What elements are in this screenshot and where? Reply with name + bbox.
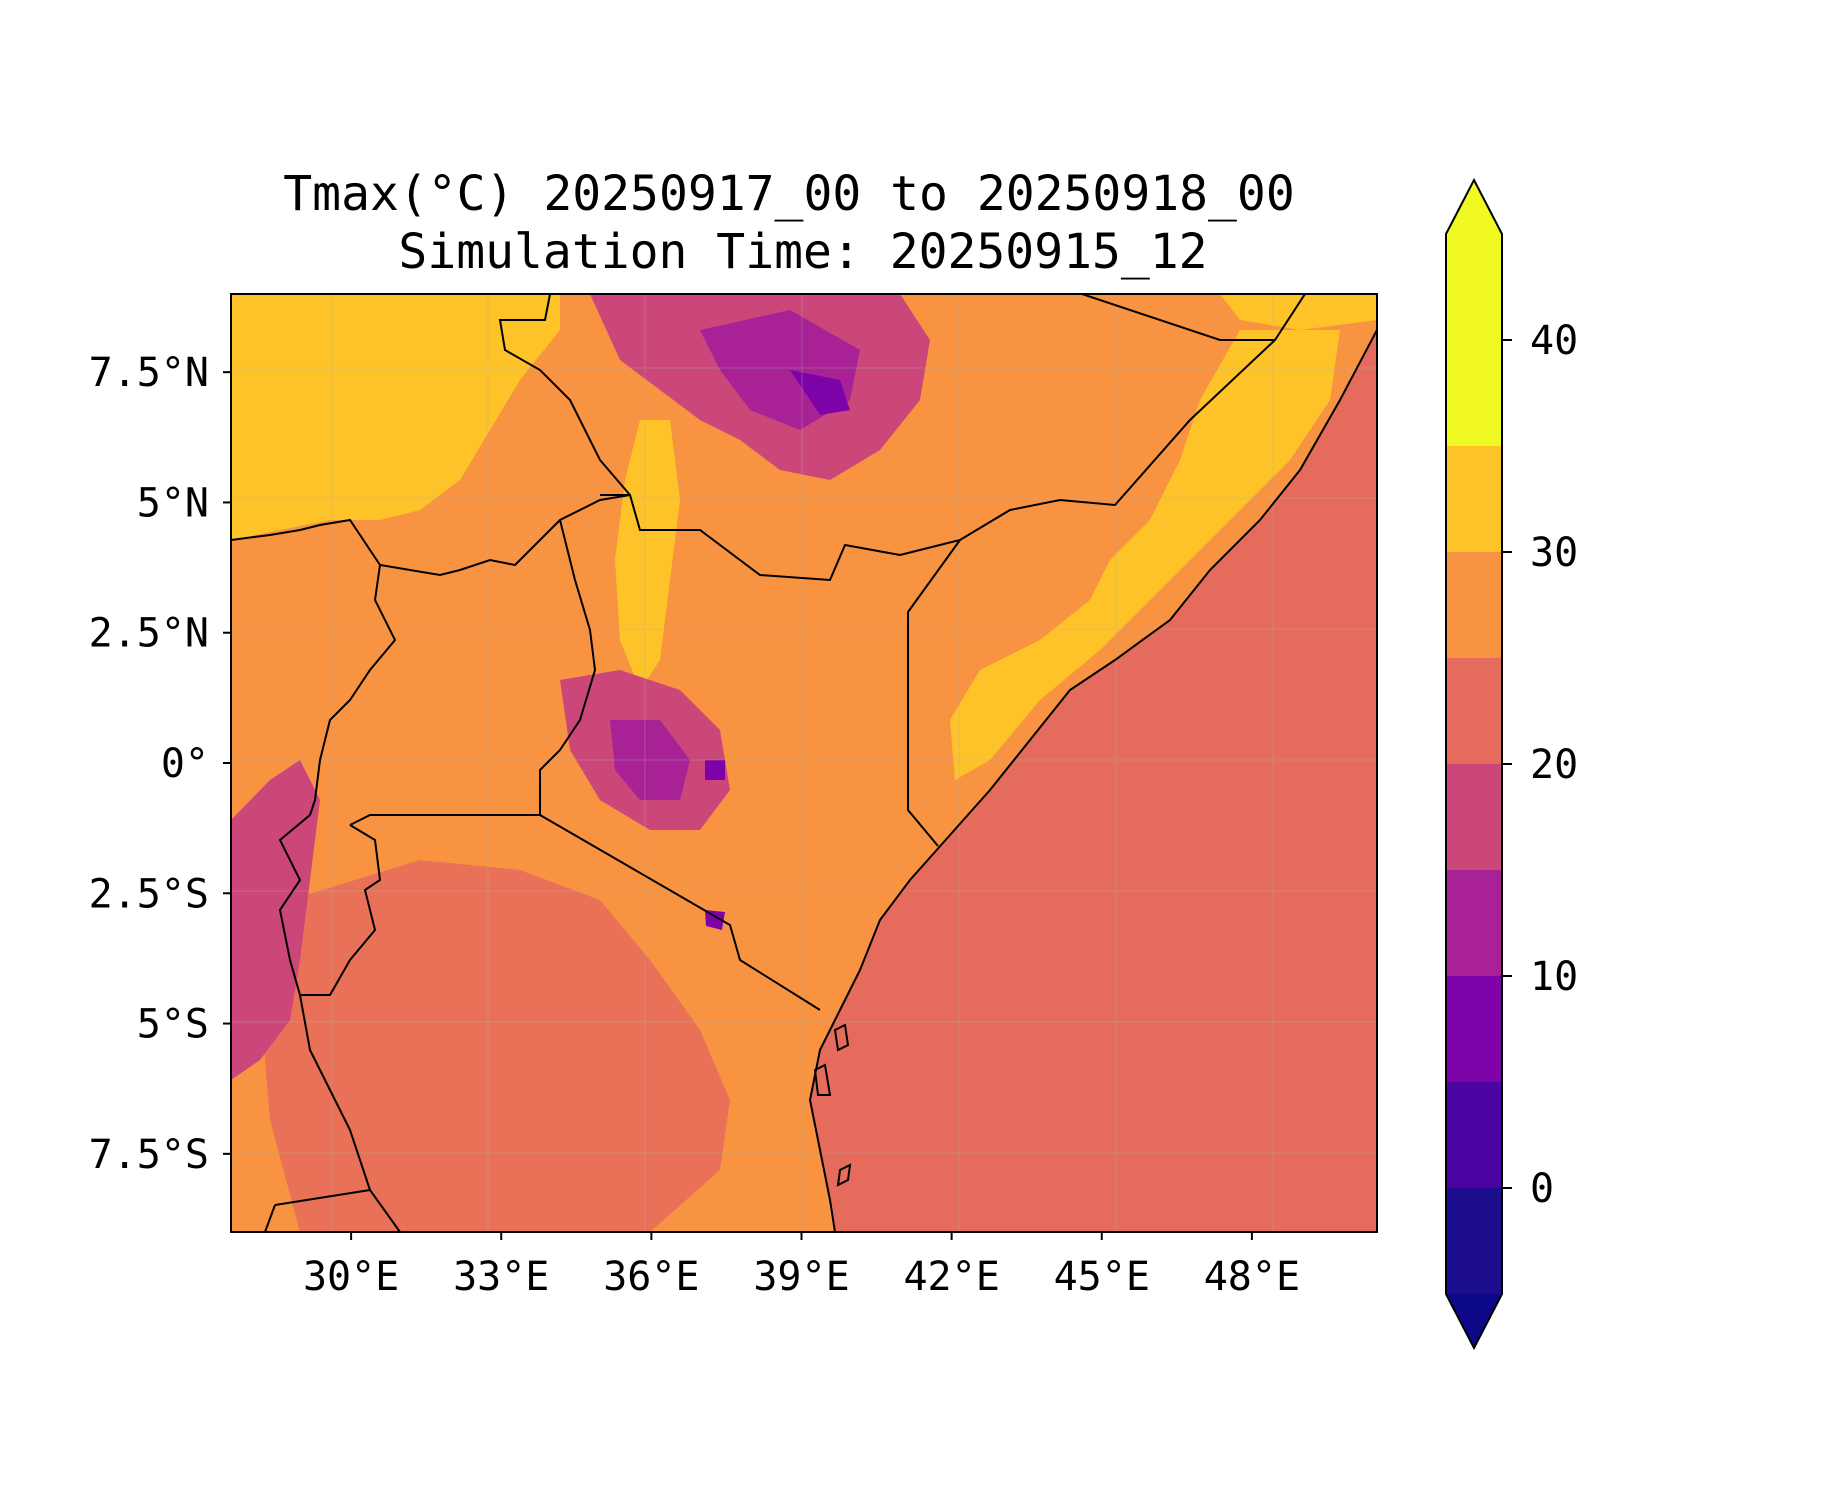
- colorbar-segment: [1446, 764, 1502, 870]
- colorbar-tick-label: 20: [1530, 742, 1578, 788]
- x-tick-label: 45°E: [1054, 1254, 1150, 1300]
- colorbar-segment: [1446, 1188, 1502, 1294]
- highlands-peak-kenya: [705, 760, 725, 780]
- map-gridlines: [231, 294, 1377, 1232]
- colorbar-segment: [1446, 340, 1502, 446]
- plateau-region-tanzania: [260, 860, 730, 1232]
- y-tick-label: 5°N: [137, 480, 209, 526]
- colorbar-tick-label: 30: [1530, 530, 1578, 576]
- y-axis: 7.5°N 5°N 2.5°N 0° 2.5°S 5°S 7.5°S: [89, 350, 231, 1178]
- country-borders: [231, 294, 1377, 1232]
- colorbar-extend-max: [1446, 180, 1502, 234]
- map-title-line1: Tmax(°C) 20250917_00 to 20250918_00: [283, 166, 1294, 222]
- x-tick-label: 36°E: [603, 1254, 699, 1300]
- highlands-peak-kilimanjaro: [705, 910, 725, 930]
- colorbar-segment: [1446, 976, 1502, 1082]
- colorbar-tick-label: 0: [1530, 1166, 1554, 1212]
- colorbar-tick-label: 10: [1530, 954, 1578, 1000]
- colorbar-tick-label: 40: [1530, 318, 1578, 364]
- y-tick-label: 2.5°S: [89, 871, 209, 917]
- hot-region-northeast: [1220, 294, 1377, 330]
- y-tick-label: 0°: [161, 741, 209, 787]
- coastline: [808, 329, 1377, 1232]
- x-axis: 30°E 33°E 36°E 39°E 42°E 45°E 48°E: [303, 1232, 1300, 1300]
- highlands-peak-ethiopia: [790, 370, 850, 415]
- colorbar-segment: [1446, 1082, 1502, 1188]
- y-tick-label: 7.5°S: [89, 1132, 209, 1178]
- rift-region-albertine: [231, 760, 320, 1080]
- y-tick-label: 7.5°N: [89, 350, 209, 396]
- x-tick-label: 42°E: [903, 1254, 999, 1300]
- colorbar-segment: [1446, 870, 1502, 976]
- x-tick-label: 30°E: [303, 1254, 399, 1300]
- colorbar-segment: [1446, 234, 1502, 340]
- colorbar-segment: [1446, 552, 1502, 658]
- y-tick-label: 2.5°N: [89, 611, 209, 657]
- highlands-core-kenya: [610, 720, 690, 800]
- colorbar: 0 10 20 30 40: [1445, 177, 1578, 1351]
- map-title-line2: Simulation Time: 20250915_12: [398, 224, 1207, 280]
- hot-region-somalia: [950, 330, 1340, 780]
- hot-region-sudan: [231, 294, 560, 540]
- map-panel: [231, 294, 1377, 1232]
- hot-region-rift: [615, 420, 680, 690]
- colorbar-segment: [1446, 658, 1502, 764]
- y-tick-label: 5°S: [137, 1002, 209, 1048]
- colorbar-outline: [1445, 177, 1503, 1351]
- x-tick-label: 39°E: [753, 1254, 849, 1300]
- x-tick-label: 48°E: [1204, 1254, 1300, 1300]
- colorbar-segment: [1446, 446, 1502, 552]
- colorbar-extend-min: [1446, 1294, 1502, 1348]
- x-tick-label: 33°E: [453, 1254, 549, 1300]
